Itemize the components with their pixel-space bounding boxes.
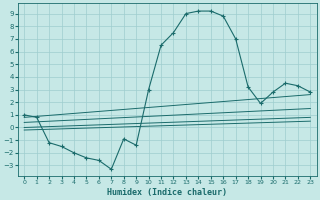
X-axis label: Humidex (Indice chaleur): Humidex (Indice chaleur) [107,188,227,197]
